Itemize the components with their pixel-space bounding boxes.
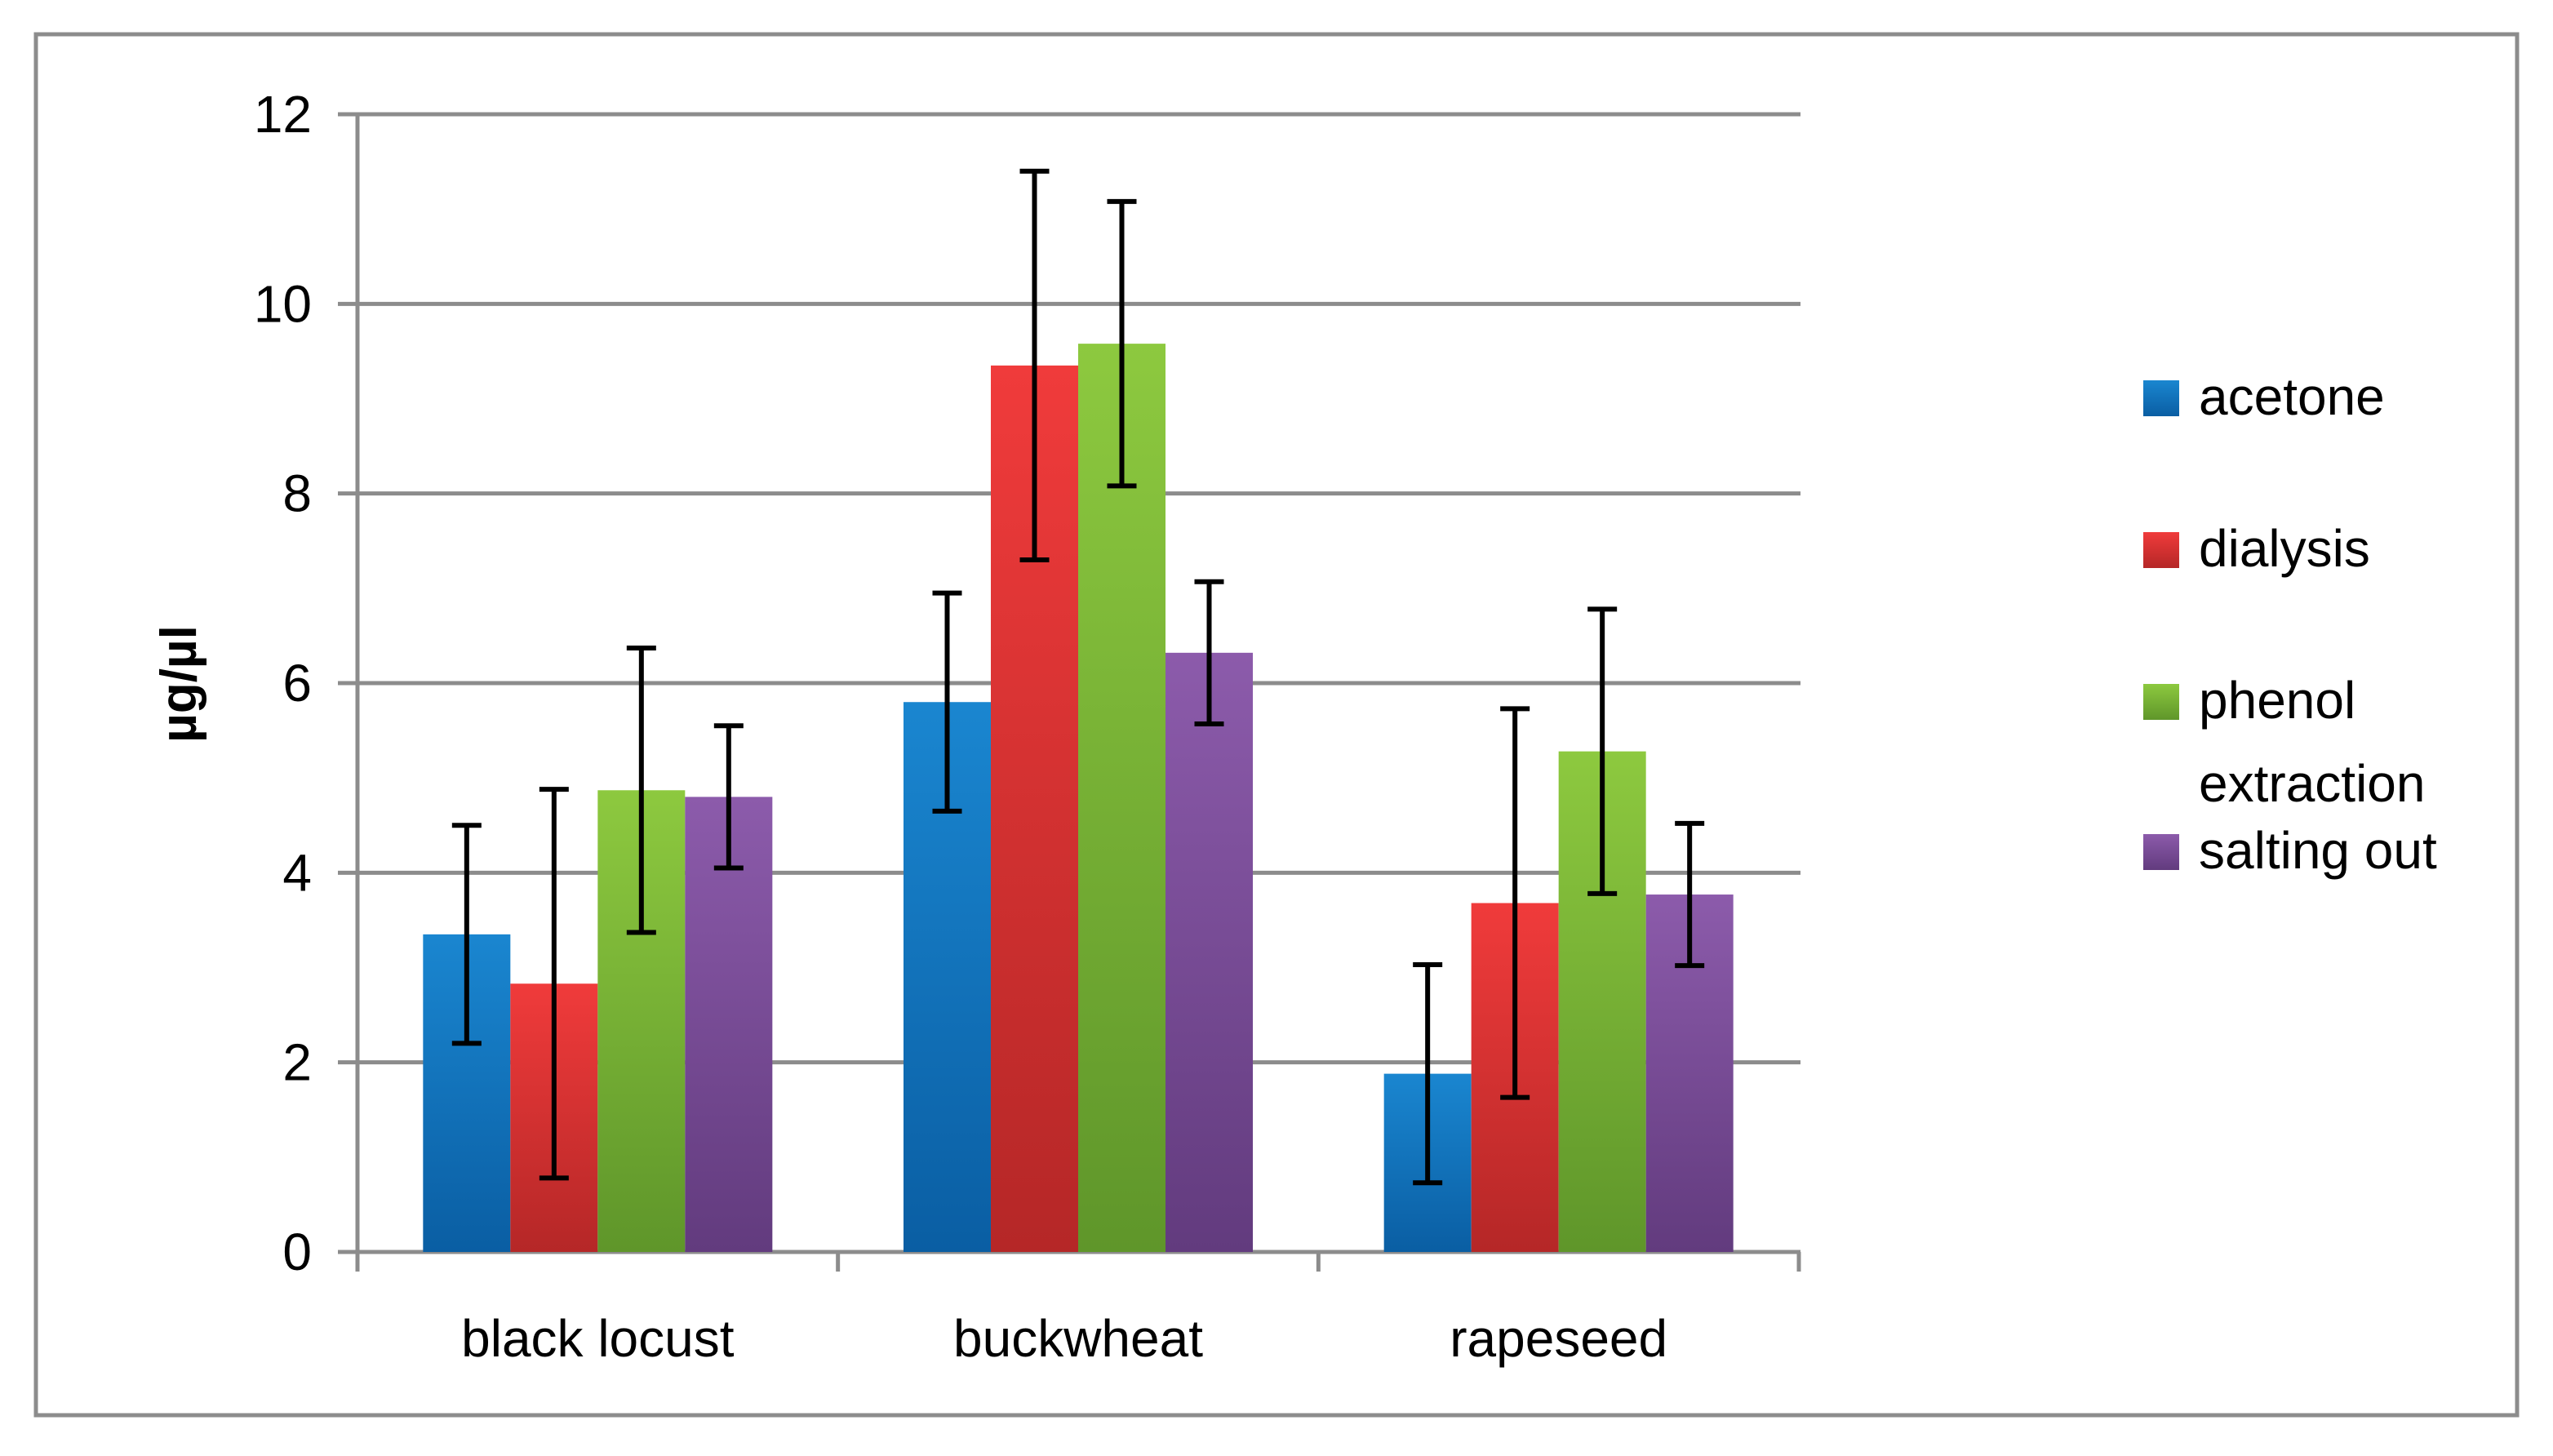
- x-tick-labels: black locust buckwheat rapeseed: [461, 1309, 1667, 1368]
- legend-item-acetone: acetone: [2143, 367, 2385, 426]
- legend-label-dialysis: dialysis: [2199, 519, 2370, 578]
- legend-swatch-dialysis: [2143, 532, 2179, 568]
- error-bar-phenol-extraction-buckwheat: [1107, 198, 1137, 489]
- error-bar-phenol-extraction-rapeseed: [1587, 606, 1618, 896]
- error-bar-salting-out-buckwheat: [1194, 579, 1224, 726]
- y-tick-label-6: 6: [282, 654, 312, 712]
- y-tick-labels: 0 2 4 6 8 10 12: [254, 85, 312, 1281]
- y-tick-label-8: 8: [282, 464, 312, 523]
- y-tick-label-12: 12: [254, 85, 312, 144]
- y-tick-label-0: 0: [282, 1223, 312, 1281]
- error-bar-phenol-extraction-black-locust: [626, 646, 656, 935]
- legend-label-phenol: phenol: [2199, 671, 2355, 730]
- legend-label-acetone: acetone: [2199, 367, 2385, 426]
- x-tick-label-rapeseed: rapeseed: [1450, 1309, 1667, 1368]
- legend: acetone dialysis phenol extraction salti…: [2143, 367, 2437, 880]
- error-bar-acetone-rapeseed: [1413, 962, 1443, 1186]
- chart-border: [33, 32, 2520, 1418]
- legend-swatch-salting-out: [2143, 834, 2179, 870]
- error-bars: [451, 168, 1705, 1186]
- legend-label-extraction: extraction: [2199, 754, 2425, 813]
- error-bar-dialysis-black-locust: [539, 787, 569, 1181]
- bars: [423, 344, 1734, 1253]
- bar-salting-out-black-locust: [685, 797, 773, 1252]
- error-bar-acetone-buckwheat: [932, 590, 962, 814]
- error-bar-salting-out-black-locust: [713, 723, 744, 871]
- y-tick-label-2: 2: [282, 1033, 312, 1092]
- legend-item-salting-out: salting out: [2143, 821, 2437, 880]
- y-axis-title: µg/µl: [151, 625, 207, 743]
- error-bar-dialysis-buckwheat: [1019, 168, 1050, 562]
- legend-swatch-acetone: [2143, 380, 2179, 416]
- bar-salting-out-buckwheat: [1166, 652, 1253, 1252]
- error-bar-dialysis-rapeseed: [1500, 706, 1530, 1100]
- y-axis: [338, 112, 360, 1254]
- error-bar-acetone-black-locust: [451, 823, 482, 1046]
- x-tick-label-black-locust: black locust: [461, 1309, 735, 1368]
- legend-item-dialysis: dialysis: [2143, 519, 2370, 578]
- legend-label-salting-out: salting out: [2199, 821, 2437, 880]
- y-tick-label-10: 10: [254, 274, 312, 333]
- error-bar-salting-out-rapeseed: [1675, 820, 1705, 969]
- legend-swatch-phenol-extraction: [2143, 684, 2179, 720]
- x-tick-label-buckwheat: buckwheat: [953, 1309, 1203, 1368]
- y-tick-label-4: 4: [282, 843, 312, 902]
- legend-item-phenol-extraction: phenol extraction: [2143, 671, 2425, 813]
- bar-phenol-extraction-buckwheat: [1078, 344, 1166, 1253]
